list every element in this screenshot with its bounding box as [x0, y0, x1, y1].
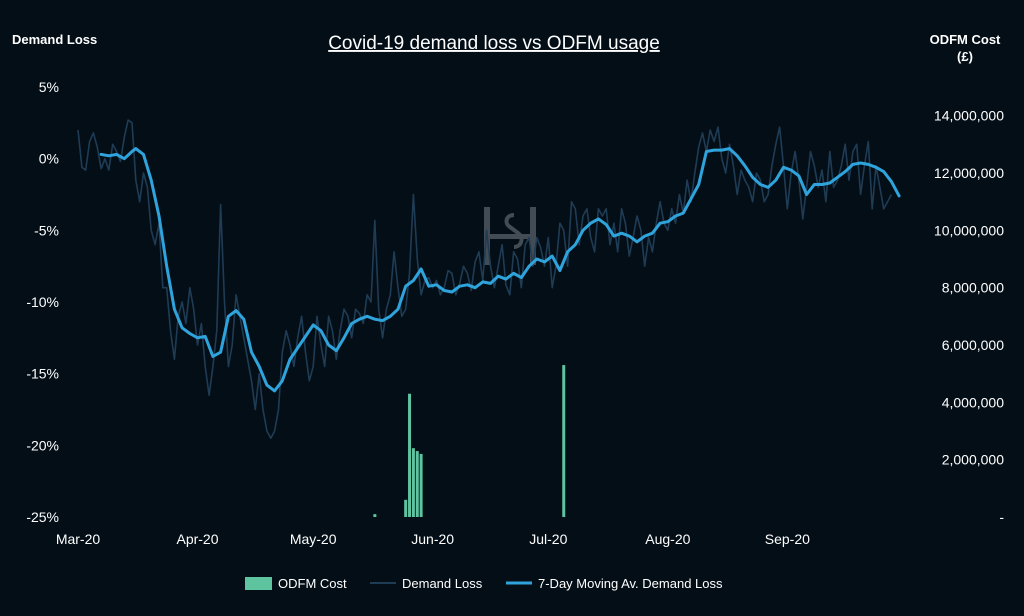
- legend-swatch-odfm: [245, 577, 272, 590]
- x-tick-label: Jun-20: [411, 531, 454, 547]
- moving-avg-line: [99, 147, 901, 393]
- x-tick-label: Mar-20: [56, 531, 101, 547]
- legend: ODFM Cost Demand Loss 7-Day Moving Av. D…: [245, 576, 723, 591]
- left-tick-label: -5%: [34, 222, 59, 238]
- series-lines: [77, 119, 901, 439]
- right-axis-title-line2: (£): [957, 49, 973, 64]
- legend-label-moving-avg: 7-Day Moving Av. Demand Loss: [538, 576, 723, 591]
- legend-label-odfm: ODFM Cost: [278, 576, 347, 591]
- left-tick-label: -10%: [26, 294, 59, 310]
- left-tick-label: -25%: [26, 509, 59, 525]
- left-tick-label: -20%: [26, 437, 59, 453]
- odfm-bars: [373, 365, 566, 517]
- x-tick-label: Aug-20: [645, 531, 690, 547]
- left-axis-title: Demand Loss: [12, 32, 97, 47]
- odfm-bar: [419, 453, 423, 517]
- left-tick-label: 5%: [39, 79, 59, 95]
- x-tick-label: May-20: [290, 531, 337, 547]
- odfm-bar: [562, 365, 566, 517]
- left-tick-label: 0%: [39, 151, 59, 167]
- right-tick-label: 6,000,000: [942, 337, 1004, 353]
- odfm-bar: [411, 448, 415, 517]
- right-tick-label: 14,000,000: [934, 108, 1004, 124]
- demand-loss-line: [77, 119, 893, 439]
- right-tick-label: 8,000,000: [942, 280, 1004, 296]
- odfm-bar: [373, 514, 377, 517]
- left-tick-label: -15%: [26, 366, 59, 382]
- right-axis: 14,000,000 12,000,000 10,000,000 8,000,000 6…: [934, 108, 1004, 525]
- odfm-bar: [408, 393, 412, 517]
- right-tick-label: 2,000,000: [942, 452, 1004, 468]
- x-tick-label: Apr-20: [176, 531, 218, 547]
- right-axis-title-line1: ODFM Cost: [930, 32, 1001, 47]
- legend-label-demand: Demand Loss: [402, 576, 483, 591]
- odfm-bar: [415, 451, 419, 517]
- left-axis: 5% 0% -5% -10% -15% -20% -25%: [26, 79, 59, 525]
- chart-title: Covid-19 demand loss vs ODFM usage: [328, 33, 660, 54]
- right-tick-label: -: [999, 509, 1004, 525]
- right-tick-label: 10,000,000: [934, 222, 1004, 238]
- x-tick-label: Jul-20: [529, 531, 567, 547]
- x-tick-label: Sep-20: [765, 531, 810, 547]
- x-axis: Mar-20 Apr-20 May-20 Jun-20 Jul-20 Aug-20 Sep-…: [56, 531, 810, 547]
- right-tick-label: 12,000,000: [934, 165, 1004, 181]
- right-tick-label: 4,000,000: [942, 394, 1004, 410]
- odfm-bar: [404, 499, 408, 517]
- watermark-logo: [484, 207, 536, 265]
